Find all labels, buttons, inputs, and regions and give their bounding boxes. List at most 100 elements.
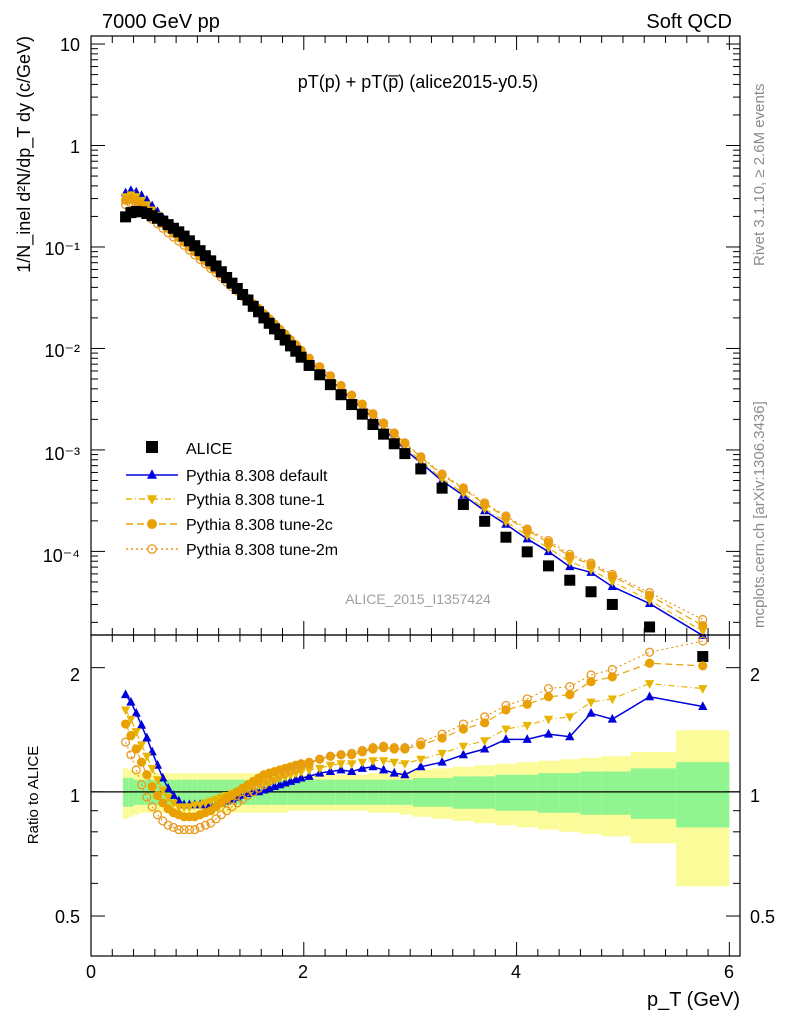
ratio-y-tick-label-right: 2 [750,665,760,685]
ratio-point-tune2c [336,750,346,760]
series-point-tune2m [389,428,399,438]
ratio-point-tune2m [389,743,399,753]
ratio-point-tune2m [347,748,357,758]
ratio-plot-layer [120,636,708,835]
ratio-point-tune2m [121,737,131,747]
mcplots-label: mcplots.cern.ch [arXiv:1306.3436] [751,401,768,628]
series-point-tune2m [357,399,367,409]
data-point [215,266,227,278]
ratio-point-default [325,766,335,775]
data-point [415,463,427,475]
ratio-point-tune2c [607,672,617,682]
ratio-point-default [644,691,655,701]
ratio-point-default [698,701,708,710]
legend-marker-square [146,441,158,453]
ratio-y-tick-label: 0.5 [55,907,80,927]
ratio-point-tune2c [698,661,708,671]
ratio-point-tune1 [126,715,136,725]
ratio-point-tune1 [304,766,314,776]
y-tick-label: 1 [70,137,80,157]
ratio-point-tune1 [458,742,468,752]
series-point-tune2m [416,452,426,462]
ratio-point-tune2m [136,780,147,790]
ratio-line-tune2m [125,640,703,831]
series-point-tune2m [543,535,554,546]
ratio-point-tune1 [522,721,532,731]
ratio-point-tune1 [158,786,168,796]
ratio-point-tune2c [136,757,147,767]
ratio-point-tune2c [158,798,168,808]
band-inner [676,762,730,828]
ratio-point-tune2m [698,636,708,646]
data-point [269,323,281,335]
ratio-point-tune2m [325,751,335,761]
ratio-point-tune1 [336,760,346,770]
ratio-point-default [586,708,596,717]
ratio-point-default [158,772,168,782]
ratio-point-tune2c [565,690,575,700]
ratio-point-tune2c [325,751,335,761]
ratio-y-tick-label: 2 [70,665,80,685]
legend-marker-default [147,469,157,479]
x-tick-label: 6 [724,962,734,982]
ratio-point-tune1 [543,715,554,725]
series-point-tune2m [458,483,468,493]
rivet-label: Rivet 3.1.10, ≥ 2.6M events [751,84,768,267]
data-point [436,482,448,494]
data-point [335,389,347,401]
ratio-point-tune2c [142,770,152,780]
ratio-point-default [126,696,136,706]
ratio-point-tune2m [179,825,189,835]
ratio-point-tune2c [152,790,163,801]
data-point [606,598,618,610]
data-point [367,419,379,431]
ratio-point-tune2m [190,825,200,835]
legend-marker-tune2c [147,519,157,529]
y-tick-label: 10⁻² [44,341,80,361]
ratio-point-tune1 [211,795,221,805]
data-point [479,515,491,527]
ratio-point-default [296,772,306,782]
analysis-watermark: ALICE_2015_I1357424 [345,591,491,607]
legend-marker-tune2m [147,544,157,554]
ratio-point-tune1 [565,713,575,723]
data-point [237,289,249,301]
ratio-point-tune1 [644,680,655,689]
ratio-point-tune2m [379,741,389,751]
ratio-point-default [378,764,389,774]
series-point-tune1 [607,578,617,587]
ratio-point-tune2c [644,658,655,668]
ratio-point-tune2m [126,750,136,760]
header-energy-label: 7000 GeV pp [102,11,220,33]
data-point [564,574,576,586]
series-point-tune2m [480,498,490,508]
main-y-axis-title: 1/N_inel d²N/dp_T dy (c/GeV) [14,36,35,273]
ratio-point-tune1 [184,803,195,813]
legend-label: ALICE [186,441,232,458]
main-y-tick-labels: 10⁻⁴ 10⁻³ 10⁻² 10⁻¹ 1 10 [43,35,80,566]
x-tick-label: 2 [298,962,308,982]
band-inner [495,774,517,811]
ratio-point-default [416,761,426,771]
data-point [697,651,709,663]
data-point [231,282,243,294]
ratio-point-default [347,766,357,775]
plot-title: pT(p) + pT(p̅) (alice2015-y0.5) [298,72,539,92]
ratio-point-tune2c [120,719,131,729]
band-inner [516,774,538,811]
ratio-point-tune1 [120,706,131,716]
data-point [356,408,368,420]
legend-label: Pythia 8.308 tune-2m [186,542,338,559]
band-inner [630,768,677,819]
ratio-point-tune2m [285,765,296,775]
ratio-uncertainty-bands [91,730,740,887]
ratio-point-tune1 [347,760,357,770]
ratio-point-tune2c [586,677,596,687]
series-point-tune2m [698,614,708,625]
data-point [263,317,275,329]
series-point-tune2m [347,390,357,400]
series-point-tune1 [543,544,554,554]
ratio-point-tune2m [195,822,205,832]
